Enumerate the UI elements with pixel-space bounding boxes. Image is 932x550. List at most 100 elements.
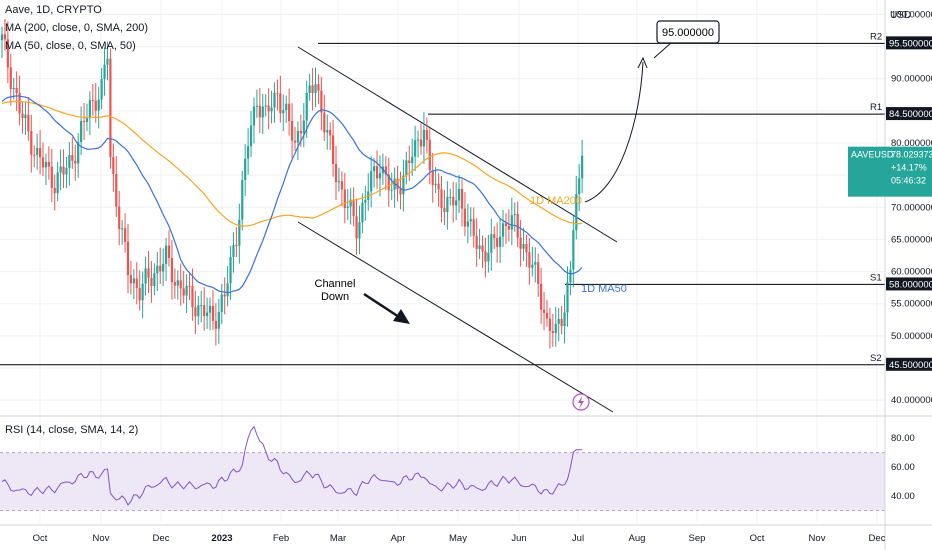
candle-body: [545, 312, 549, 319]
candle-body: [235, 245, 238, 247]
candle-body: [478, 245, 481, 249]
time-tick-label: Feb: [273, 533, 289, 544]
candle-body: [220, 294, 223, 312]
candle-body: [370, 171, 373, 192]
moving-averages: [1, 95, 583, 294]
candle-body: [91, 100, 94, 102]
candle-body: [499, 236, 502, 247]
level-r2-name: R2: [870, 31, 882, 42]
rsi-panel: [0, 415, 932, 511]
candle-body: [3, 34, 7, 40]
level-s2-tag: [886, 357, 932, 371]
candle-body: [355, 216, 358, 239]
candle-body: [299, 131, 302, 134]
channel-label-line1: Channel: [315, 278, 356, 290]
candle-body: [434, 183, 437, 186]
time-tick-label: Sep: [689, 533, 706, 544]
level-r2-tag: [886, 36, 932, 50]
candle-body: [68, 155, 71, 169]
chart-title: Aave, 1D, CRYPTO: [5, 4, 102, 16]
candle-body: [411, 156, 414, 164]
candle-body: [408, 160, 411, 164]
time-tick-label: Oct: [750, 533, 765, 544]
level-r1-label: 84.500000: [889, 109, 932, 120]
candle-body: [47, 162, 50, 167]
rsi-tick-label: 80.00: [891, 433, 915, 444]
time-tick-label: Nov: [93, 533, 110, 544]
rsi-tick-label: 40.00: [891, 491, 915, 502]
candle-body: [504, 223, 508, 226]
candle-body: [65, 168, 68, 175]
candle-body: [296, 131, 300, 143]
candle-body: [428, 139, 431, 171]
target-pointer: [653, 41, 673, 59]
candle-body: [419, 139, 423, 147]
candle-body: [349, 199, 352, 207]
candle-body: [30, 131, 33, 155]
candle-body: [551, 331, 554, 334]
candle-body: [270, 107, 273, 112]
candle-body: [519, 237, 522, 249]
candle-body: [176, 280, 179, 286]
level-s1-name: S1: [870, 272, 882, 283]
current-price-tag: [848, 146, 932, 197]
ma50-line: [1, 95, 583, 294]
candle-body: [487, 252, 490, 262]
candle-body: [276, 92, 279, 94]
candle-body: [496, 238, 499, 247]
candle-body: [223, 294, 226, 297]
candle-body: [563, 312, 566, 327]
candle-body: [528, 252, 531, 268]
candle-body: [302, 120, 305, 134]
candle-body: [56, 172, 59, 194]
channel-arrowhead: [393, 309, 410, 324]
candle-body: [290, 121, 294, 141]
candle-body: [422, 129, 426, 147]
candle-body: [258, 105, 261, 118]
candle-body: [575, 193, 578, 231]
candle-body: [41, 157, 45, 168]
candle-body: [402, 175, 405, 195]
candle-body: [460, 189, 464, 209]
candle-body: [472, 219, 475, 236]
candle-body: [226, 283, 229, 297]
candle-body: [141, 283, 144, 301]
candle-body: [279, 93, 282, 114]
candle-body: [59, 166, 62, 173]
candle-body: [173, 282, 176, 286]
candle-body: [162, 263, 165, 272]
candle-body: [378, 173, 382, 179]
time-tick-label: Dec: [869, 533, 886, 544]
channel-lower-line: [297, 221, 614, 413]
candle-body: [425, 129, 428, 140]
candle-body: [132, 278, 135, 284]
candle-body: [21, 113, 24, 119]
candle-body: [375, 166, 379, 179]
currency-label: USD: [890, 10, 912, 21]
support-resistance-levels: R2 95.500000 R1 84.500000 S1 58.000000 S2 45.50…: [0, 31, 932, 371]
candle-body: [0, 34, 4, 41]
candle-body: [85, 118, 89, 123]
candle-body: [252, 106, 256, 126]
candle-body: [194, 307, 197, 317]
candle-body: [525, 244, 528, 253]
candle-body: [159, 265, 162, 272]
time-tick-label: 2023: [211, 533, 232, 544]
candle-body: [247, 146, 250, 159]
ma200-legend: MA (200, close, 0, SMA, 200): [5, 22, 149, 34]
candle-body: [364, 199, 367, 203]
time-tick-label: Aug: [629, 533, 646, 544]
candle-body: [80, 121, 83, 142]
candle-body: [74, 160, 77, 164]
candle-body: [50, 166, 53, 188]
candle-body: [118, 206, 121, 229]
candle-body: [147, 268, 150, 278]
candle-body: [123, 228, 127, 242]
candle-body: [88, 100, 91, 119]
candle-body: [12, 88, 15, 90]
candle-body: [97, 99, 100, 111]
ma200-label: 1D MA200: [530, 195, 582, 207]
candle-body: [188, 285, 191, 287]
candle-body: [484, 251, 487, 262]
rsi-legend: RSI (14, close, SMA, 14, 2): [5, 424, 139, 436]
